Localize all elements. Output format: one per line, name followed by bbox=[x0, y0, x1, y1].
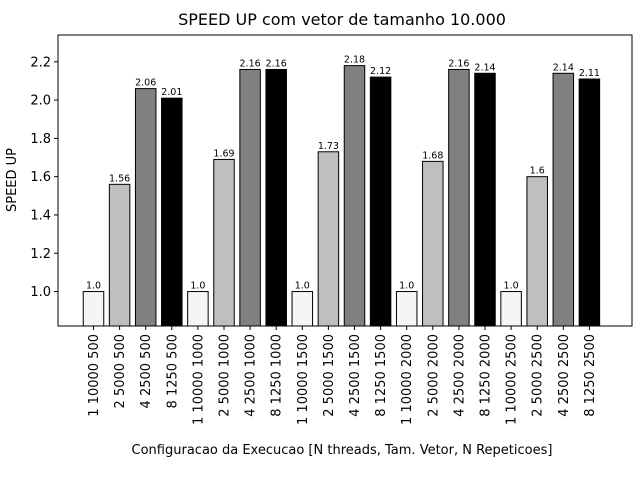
y-tick-label-5: 1.8 bbox=[30, 132, 51, 147]
x-tick-label-4: 8 1250 500 bbox=[165, 334, 180, 408]
bar-15 bbox=[448, 68, 470, 327]
bar-value-label-17: 1.0 bbox=[504, 281, 519, 292]
x-tick-label-5: 1 10000 1000 bbox=[191, 334, 206, 425]
bar-20 bbox=[578, 78, 601, 327]
bar-value-label-3: 2.06 bbox=[135, 78, 156, 89]
y-tick-label-1: 1.0 bbox=[30, 285, 51, 300]
x-tick-label-2: 2 5000 500 bbox=[113, 334, 128, 408]
plot-frame bbox=[57, 34, 633, 327]
x-tick-label-6: 2 5000 1000 bbox=[218, 334, 233, 417]
x-tick-label-13: 1 10000 2000 bbox=[400, 334, 415, 425]
x-tick-label-12: 8 1250 1500 bbox=[374, 334, 389, 417]
y-axis-ticks: 1.0 1.2 1.4 1.6 1.8 2.0 2.2 bbox=[30, 55, 58, 300]
y-tick-label-6: 2.0 bbox=[30, 94, 51, 109]
bar-value-label-10: 1.73 bbox=[318, 141, 339, 152]
bar-value-label-8: 2.16 bbox=[266, 58, 287, 69]
x-tick-label-8: 8 1250 1000 bbox=[270, 334, 285, 417]
bar-value-label-11: 2.18 bbox=[344, 55, 365, 66]
bar-value-label-12: 2.12 bbox=[370, 66, 391, 77]
bar-10 bbox=[317, 151, 340, 327]
x-tick-label-17: 1 10000 2500 bbox=[505, 334, 520, 425]
chart-title: SPEED UP com vetor de tamanho 10.000 bbox=[178, 10, 506, 29]
bar-value-label-7: 2.16 bbox=[240, 58, 261, 69]
x-axis-label: Configuracao da Execucao [N threads, Tam… bbox=[132, 443, 553, 458]
y-axis-label: SPEED UP bbox=[5, 148, 20, 212]
bar-4 bbox=[161, 97, 183, 327]
bar-value-label-6: 1.69 bbox=[213, 148, 234, 159]
x-tick-label-18: 2 5000 2500 bbox=[531, 334, 546, 417]
bar-1 bbox=[82, 291, 105, 327]
x-tick-label-16: 8 1250 2000 bbox=[479, 334, 494, 417]
bar-8 bbox=[265, 68, 287, 327]
x-tick-label-20: 8 1250 2500 bbox=[583, 334, 598, 417]
x-tick-label-9: 1 10000 1500 bbox=[296, 334, 311, 425]
bar-6 bbox=[213, 158, 235, 327]
bars-group: 1.0 1.56 2.06 2.01 1.0 1.69 2.16 2.16 1.0 1.73 2.1… bbox=[82, 55, 601, 327]
bar-value-label-2: 1.56 bbox=[109, 173, 130, 184]
x-tick-label-19: 4 2500 2500 bbox=[557, 334, 572, 417]
x-tick-label-15: 4 2500 2000 bbox=[452, 334, 467, 417]
bar-value-label-18: 1.6 bbox=[530, 166, 545, 177]
bar-value-label-1: 1.0 bbox=[86, 281, 101, 292]
bar-value-label-16: 2.14 bbox=[474, 62, 495, 73]
bar-11 bbox=[343, 65, 366, 327]
bar-value-label-4: 2.01 bbox=[161, 87, 182, 98]
bar-18 bbox=[526, 176, 548, 327]
bar-value-label-14: 1.68 bbox=[422, 150, 443, 161]
y-tick-label-2: 1.2 bbox=[30, 247, 51, 262]
bar-17 bbox=[500, 291, 522, 327]
bar-value-label-9: 1.0 bbox=[295, 281, 310, 292]
bar-value-label-5: 1.0 bbox=[190, 281, 205, 292]
y-tick-label-3: 1.4 bbox=[30, 208, 51, 223]
x-axis-ticks: 1 10000 500 2 5000 500 4 2500 500 8 1250 50… bbox=[87, 326, 598, 425]
x-tick-label-10: 2 5000 1500 bbox=[322, 334, 337, 417]
x-tick-label-14: 2 5000 2000 bbox=[426, 334, 441, 417]
bar-value-label-15: 2.16 bbox=[448, 58, 469, 69]
x-tick-label-11: 4 2500 1500 bbox=[348, 334, 363, 417]
bar-value-label-19: 2.14 bbox=[553, 62, 574, 73]
bar-value-label-20: 2.11 bbox=[579, 68, 600, 79]
x-tick-label-7: 4 2500 1000 bbox=[244, 334, 259, 417]
bar-13 bbox=[395, 291, 418, 327]
bar-19 bbox=[552, 72, 575, 327]
bar-5 bbox=[187, 291, 209, 327]
bar-7 bbox=[239, 68, 261, 327]
bar-12 bbox=[369, 76, 392, 327]
bar-16 bbox=[474, 72, 496, 327]
bar-14 bbox=[422, 160, 444, 327]
x-tick-label-3: 4 2500 500 bbox=[139, 334, 154, 408]
x-tick-label-1: 1 10000 500 bbox=[87, 334, 102, 417]
y-tick-label-7: 2.2 bbox=[30, 55, 51, 70]
bar-3 bbox=[134, 88, 157, 327]
bar-2 bbox=[108, 183, 131, 327]
bar-value-label-13: 1.0 bbox=[399, 281, 414, 292]
bar-9 bbox=[291, 291, 314, 327]
y-tick-label-4: 1.6 bbox=[30, 170, 51, 185]
